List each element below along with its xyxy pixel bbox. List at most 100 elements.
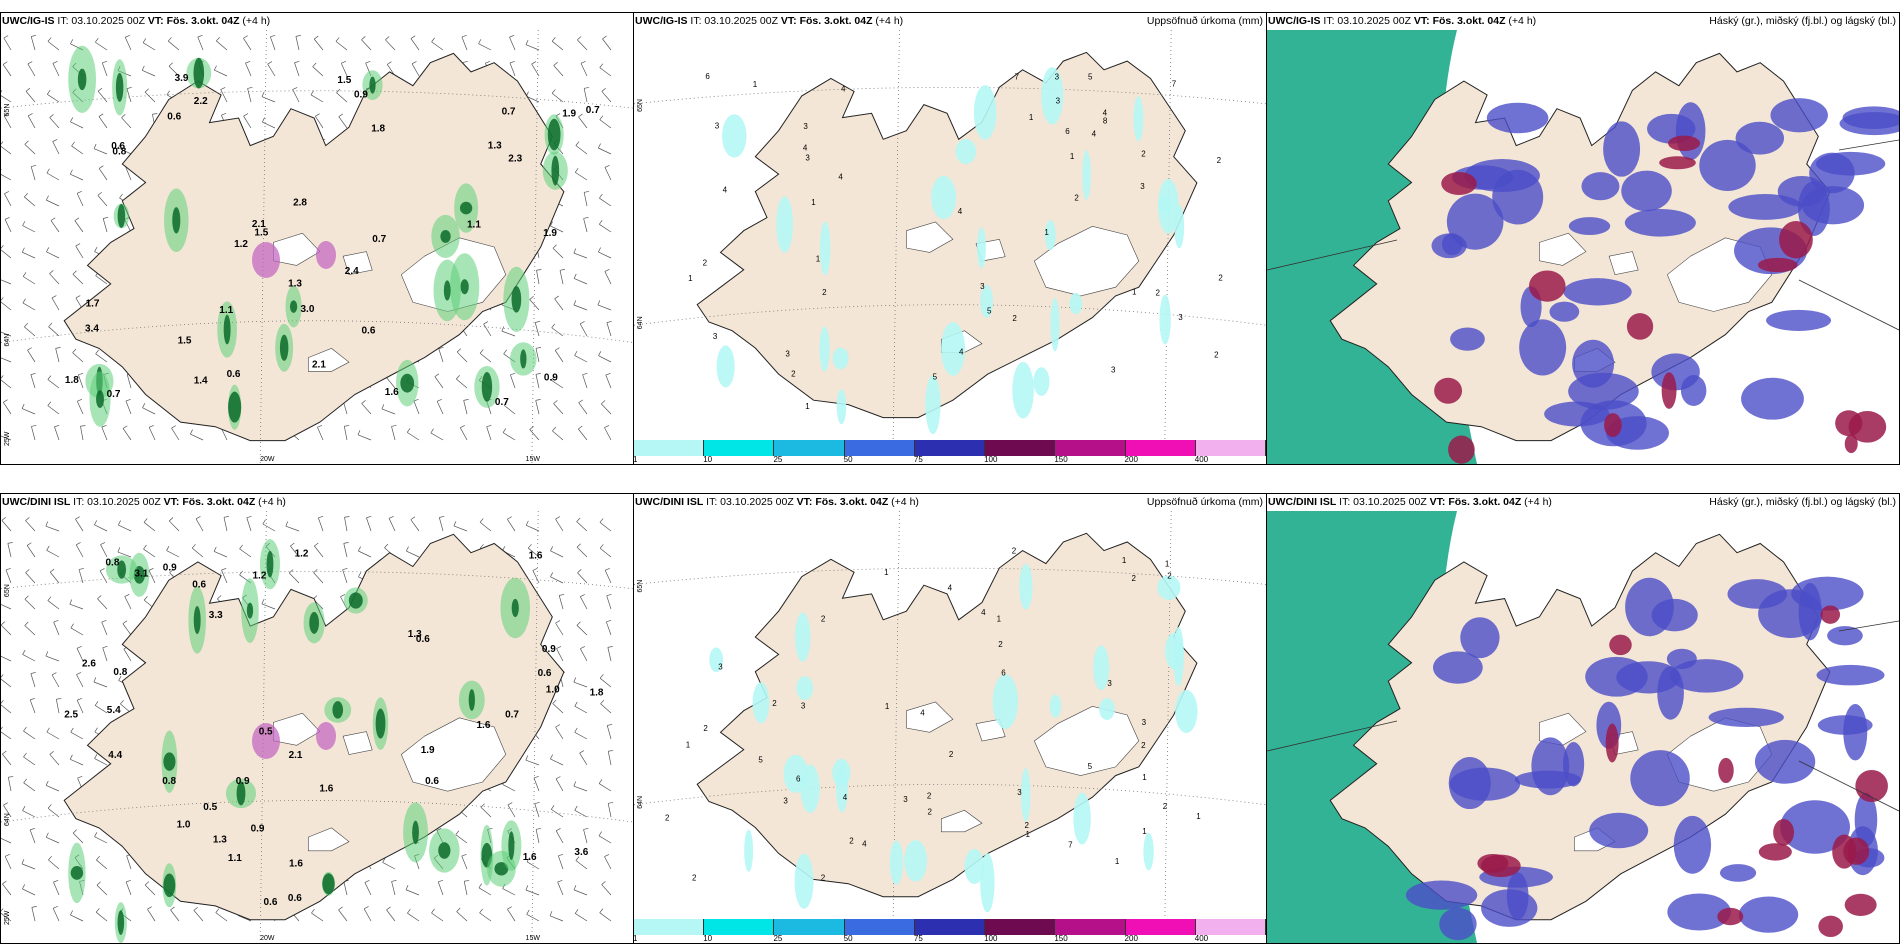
precip-area: [819, 326, 830, 372]
precip-area-heavy: [172, 207, 181, 234]
precip-value-label: 1.9: [562, 108, 576, 119]
precip-area: [1044, 220, 1056, 251]
precip-area: [941, 322, 966, 376]
coord-label: 25W: [4, 910, 11, 925]
precip-area-heavy: [412, 820, 419, 845]
precip-value-label: 3.4: [85, 324, 99, 335]
precip-area-heavy: [322, 873, 335, 895]
precip-area: [1175, 689, 1198, 733]
precip-area: [1041, 67, 1064, 125]
glacier-1: [1539, 712, 1587, 746]
precip-value-label: 1: [885, 702, 890, 711]
glacier-2: [1608, 251, 1639, 276]
precip-value-label: 2: [1074, 194, 1079, 203]
precip-value-label: 2: [1156, 289, 1161, 298]
colorbar-label: 25: [773, 934, 783, 943]
model-name: UWC/DINI ISL: [635, 496, 704, 508]
mid-cloud-area: [1766, 309, 1832, 331]
map-canvas: 65N 64N 1 3 2 1 2 3 3 2 3 4 1 4 5 4 2 4 1 1 3 4 5 2 3 2 2 1 3 4 2 5 1 7 3 7…: [634, 30, 1266, 440]
precip-area-heavy: [375, 708, 386, 739]
precip-value-label: 0.7: [107, 389, 121, 400]
precip-value-label: 1.6: [529, 551, 543, 562]
valid-time: VT: Fös. 3.okt. 04Z: [796, 496, 889, 508]
low-cloud-area: [1604, 413, 1622, 438]
precip-value-label: 1: [1029, 113, 1034, 122]
precip-value-label: 3: [1055, 72, 1060, 81]
precip-value-label: 0.9: [354, 90, 368, 101]
mid-cloud-area: [1460, 617, 1500, 659]
precip-value-label: 2: [928, 808, 933, 817]
precip-area-heavy: [279, 334, 289, 361]
mid-cloud-area: [1719, 864, 1757, 882]
graticule: 65N 64N: [634, 30, 1266, 440]
init-time: IT: 03.10.2025 00Z: [687, 15, 781, 27]
coord-label: 64N: [4, 813, 11, 826]
precip-value-label: 2.4: [345, 266, 359, 277]
panel-title: Uppsöfnuð úrkoma (mm): [1146, 496, 1263, 508]
precip-value-label: 5: [933, 372, 938, 381]
coord-label: 20W: [260, 935, 275, 942]
colorbar-swatch: [634, 919, 705, 935]
precip-value-label: 0.7: [502, 107, 516, 118]
mid-cloud-area: [1754, 739, 1816, 784]
panel-title: Uppsöfnuð úrkoma (mm): [1146, 15, 1263, 27]
precip-value-label: 3: [805, 154, 810, 163]
precip-value-label: 2: [849, 837, 854, 846]
precip-value-label: 1: [686, 740, 691, 749]
map-canvas: 65N 64N 20W 15W 25W 0.9 0.6 0.8 0.5 1.6 0.9 1.3 0.9 1…: [1, 511, 633, 943]
colorbar-swatch: [844, 440, 915, 456]
colorbar-legend: 1 10 25 50 75 100 150 200 400: [634, 440, 1266, 464]
precip-value-label: 2.6: [82, 659, 96, 670]
precip-value-label: 1: [1115, 857, 1120, 866]
precip-area-heavy: [228, 391, 242, 423]
precip-area: [709, 647, 724, 673]
precip-area-heavy: [460, 279, 469, 295]
low-cloud-area: [1477, 853, 1509, 873]
snow-area: [252, 723, 280, 759]
precip-value-label: 2: [1141, 741, 1146, 750]
precip-value-label: 3: [1017, 788, 1022, 797]
precip-area: [1069, 292, 1083, 315]
precip-area: [794, 853, 814, 909]
precip-area-heavy: [468, 689, 475, 711]
colorbar-swatch: [774, 440, 845, 456]
mid-cloud-area: [1780, 800, 1850, 854]
valid-time: VT: Fös. 3.okt. 04Z: [1429, 496, 1522, 508]
precip-value-label: 2: [927, 792, 932, 801]
init-time: IT: 03.10.2025 00Z: [70, 496, 164, 508]
colorbar-swatch: [844, 919, 915, 935]
mid-cloud-area: [1549, 301, 1580, 322]
precip-area: [1021, 768, 1031, 822]
panel-title: Háský (gr.), miðský (fj.bl.) og lágský (…: [1709, 496, 1896, 508]
precip-area: [800, 764, 820, 813]
precip-value-label: 1: [753, 80, 758, 89]
valid-time: VT: Fös. 3.okt. 04Z: [147, 15, 240, 27]
model-name: UWC/IG-IS: [635, 15, 688, 27]
precip-area: [889, 840, 903, 885]
precip-area-heavy: [400, 373, 415, 393]
precip-area-heavy: [508, 831, 515, 860]
precip-value-label: 1.3: [488, 141, 502, 152]
init-time: IT: 03.10.2025 00Z: [1320, 15, 1414, 27]
precip-value-label: 0.6: [288, 893, 302, 904]
boundary-line: [1267, 720, 1398, 752]
precip-value-label: 3: [801, 702, 806, 711]
precip-value-label: 3.0: [301, 304, 315, 315]
precip-area-heavy: [369, 76, 376, 94]
low-cloud-area: [1832, 834, 1857, 869]
precip-value-label: 1.2: [234, 239, 248, 250]
colorbar-label: 1: [633, 934, 638, 943]
precip-value-label: 3: [715, 122, 720, 131]
precip-value-label: 0.7: [495, 397, 509, 408]
colorbar-label: 150: [1054, 934, 1068, 943]
map-panel-top-middle: UWC/IG-IS IT: 03.10.2025 00Z VT: Fös. 3.…: [633, 12, 1267, 465]
precip-area-heavy: [309, 611, 320, 634]
precip-value-label: 6: [1001, 668, 1006, 677]
precip-value-label: 1: [1122, 556, 1127, 565]
init-time: IT: 03.10.2025 00Z: [1336, 496, 1430, 508]
precip-area-heavy: [163, 873, 176, 898]
precip-value-label: 2: [1141, 150, 1146, 159]
mid-cloud-area: [1506, 872, 1529, 920]
mid-cloud-area: [1464, 159, 1540, 193]
panel-header: UWC/IG-IS IT: 03.10.2025 00Z VT: Fös. 3.…: [635, 15, 903, 27]
